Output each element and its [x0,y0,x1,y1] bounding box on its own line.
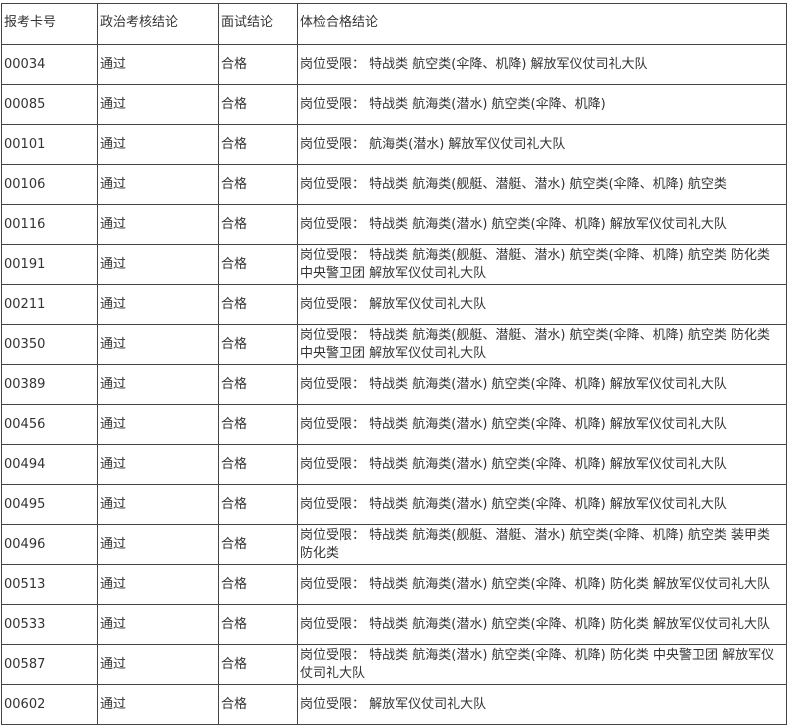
card-number-cell: 00496 [1,524,98,565]
table-row: 00495 通过 合格 岗位受限： 特战类 航海类(潜水) 航空类(伞降、机降) 解放… [1,484,787,525]
card-number-cell: 00389 [1,364,98,405]
interview-cell: 合格 [218,644,298,685]
card-number-cell: 00513 [1,564,98,605]
interview-cell: 合格 [218,244,298,285]
political-review-cell: 通过 [97,684,219,725]
medical-cell: 岗位受限： 特战类 航海类(潜水) 航空类(伞降、机降) 防化类 解放军仪仗司礼… [297,564,787,605]
political-review-cell: 通过 [97,204,219,245]
table-row: 00513 通过 合格 岗位受限： 特战类 航海类(潜水) 航空类(伞降、机降) 防化… [1,564,787,605]
political-review-cell: 通过 [97,604,219,645]
card-number-cell: 00602 [1,684,98,725]
interview-cell: 合格 [218,444,298,485]
interview-cell: 合格 [218,164,298,205]
interview-cell: 合格 [218,364,298,405]
medical-cell: 岗位受限： 特战类 航空类(伞降、机降) 解放军仪仗司礼大队 [297,44,787,85]
political-review-cell: 通过 [97,364,219,405]
table-row: 00533 通过 合格 岗位受限： 特战类 航海类(潜水) 航空类(伞降、机降) 防化… [1,604,787,645]
political-review-cell: 通过 [97,484,219,525]
medical-cell: 岗位受限： 解放军仪仗司礼大队 [297,284,787,325]
medical-cell: 岗位受限： 特战类 航海类(舰艇、潜艇、潜水) 航空类(伞降、机降) 航空类 [297,164,787,205]
medical-cell: 岗位受限： 特战类 航海类(潜水) 航空类(伞降、机降) 防化类 中央警卫团 解… [297,644,787,685]
card-number-cell: 00533 [1,604,98,645]
table-row: 00101 通过 合格 岗位受限： 航海类(潜水) 解放军仪仗司礼大队 [1,124,787,165]
medical-cell: 岗位受限： 特战类 航海类(潜水) 航空类(伞降、机降) 防化类 解放军仪仗司礼… [297,604,787,645]
table-row: 00494 通过 合格 岗位受限： 特战类 航海类(潜水) 航空类(伞降、机降) 解放… [1,444,787,485]
medical-cell: 岗位受限： 特战类 航海类(舰艇、潜艇、潜水) 航空类(伞降、机降) 航空类 装… [297,524,787,565]
medical-cell: 岗位受限： 特战类 航海类(舰艇、潜艇、潜水) 航空类(伞降、机降) 航空类 防… [297,244,787,285]
card-number-cell: 00350 [1,324,98,365]
card-number-cell: 00101 [1,124,98,165]
interview-cell: 合格 [218,404,298,445]
card-number-cell: 00494 [1,444,98,485]
political-review-cell: 通过 [97,244,219,285]
medical-cell: 岗位受限： 特战类 航海类(潜水) 航空类(伞降、机降) 解放军仪仗司礼大队 [297,484,787,525]
political-review-cell: 通过 [97,124,219,165]
political-review-cell: 通过 [97,564,219,605]
table-row: 00191 通过 合格 岗位受限： 特战类 航海类(舰艇、潜艇、潜水) 航空类(伞降、… [1,244,787,285]
card-number-cell: 00211 [1,284,98,325]
table-row: 00602 通过 合格 岗位受限： 解放军仪仗司礼大队 [1,684,787,725]
card-number-cell: 00587 [1,644,98,685]
header-card-number: 报考卡号 [1,3,98,45]
card-number-cell: 00085 [1,84,98,125]
interview-cell: 合格 [218,324,298,365]
table-row: 00456 通过 合格 岗位受限： 特战类 航海类(潜水) 航空类(伞降、机降) 解放… [1,404,787,445]
table-row: 00085 通过 合格 岗位受限： 特战类 航海类(潜水) 航空类(伞降、机降) [1,84,787,125]
interview-cell: 合格 [218,684,298,725]
medical-cell: 岗位受限： 航海类(潜水) 解放军仪仗司礼大队 [297,124,787,165]
political-review-cell: 通过 [97,84,219,125]
medical-cell: 岗位受限： 特战类 航海类(潜水) 航空类(伞降、机降) 解放军仪仗司礼大队 [297,404,787,445]
interview-cell: 合格 [218,564,298,605]
table-row: 00389 通过 合格 岗位受限： 特战类 航海类(潜水) 航空类(伞降、机降) 解放… [1,364,787,405]
medical-cell: 岗位受限： 特战类 航海类(潜水) 航空类(伞降、机降) 解放军仪仗司礼大队 [297,444,787,485]
medical-cell: 岗位受限： 特战类 航海类(潜水) 航空类(伞降、机降) 解放军仪仗司礼大队 [297,364,787,405]
interview-cell: 合格 [218,44,298,85]
interview-cell: 合格 [218,604,298,645]
header-political-review: 政治考核结论 [97,3,219,45]
table-row: 00587 通过 合格 岗位受限： 特战类 航海类(潜水) 航空类(伞降、机降) 防化… [1,644,787,685]
interview-cell: 合格 [218,204,298,245]
table-row: 00034 通过 合格 岗位受限： 特战类 航空类(伞降、机降) 解放军仪仗司礼大队 [1,44,787,85]
table-header-row: 报考卡号 政治考核结论 面试结论 体检合格结论 [1,3,787,45]
table-row: 00350 通过 合格 岗位受限： 特战类 航海类(舰艇、潜艇、潜水) 航空类(伞降、… [1,324,787,365]
card-number-cell: 00456 [1,404,98,445]
political-review-cell: 通过 [97,444,219,485]
political-review-cell: 通过 [97,524,219,565]
card-number-cell: 00034 [1,44,98,85]
interview-cell: 合格 [218,124,298,165]
interview-cell: 合格 [218,484,298,525]
interview-cell: 合格 [218,284,298,325]
interview-cell: 合格 [218,84,298,125]
card-number-cell: 00495 [1,484,98,525]
header-interview: 面试结论 [218,3,298,45]
results-table: 报考卡号 政治考核结论 面试结论 体检合格结论 00034 通过 合格 岗位受限： 特… [1,3,787,725]
political-review-cell: 通过 [97,644,219,685]
card-number-cell: 00116 [1,204,98,245]
medical-cell: 岗位受限： 特战类 航海类(舰艇、潜艇、潜水) 航空类(伞降、机降) 航空类 防… [297,324,787,365]
political-review-cell: 通过 [97,44,219,85]
table-row: 00106 通过 合格 岗位受限： 特战类 航海类(舰艇、潜艇、潜水) 航空类(伞降、… [1,164,787,205]
political-review-cell: 通过 [97,284,219,325]
political-review-cell: 通过 [97,404,219,445]
medical-cell: 岗位受限： 特战类 航海类(潜水) 航空类(伞降、机降) 解放军仪仗司礼大队 [297,204,787,245]
political-review-cell: 通过 [97,324,219,365]
table-row: 00211 通过 合格 岗位受限： 解放军仪仗司礼大队 [1,284,787,325]
table-row: 00496 通过 合格 岗位受限： 特战类 航海类(舰艇、潜艇、潜水) 航空类(伞降、… [1,524,787,565]
card-number-cell: 00106 [1,164,98,205]
table-row: 00116 通过 合格 岗位受限： 特战类 航海类(潜水) 航空类(伞降、机降) 解放… [1,204,787,245]
header-medical: 体检合格结论 [297,3,787,45]
interview-cell: 合格 [218,524,298,565]
political-review-cell: 通过 [97,164,219,205]
medical-cell: 岗位受限： 解放军仪仗司礼大队 [297,684,787,725]
medical-cell: 岗位受限： 特战类 航海类(潜水) 航空类(伞降、机降) [297,84,787,125]
card-number-cell: 00191 [1,244,98,285]
